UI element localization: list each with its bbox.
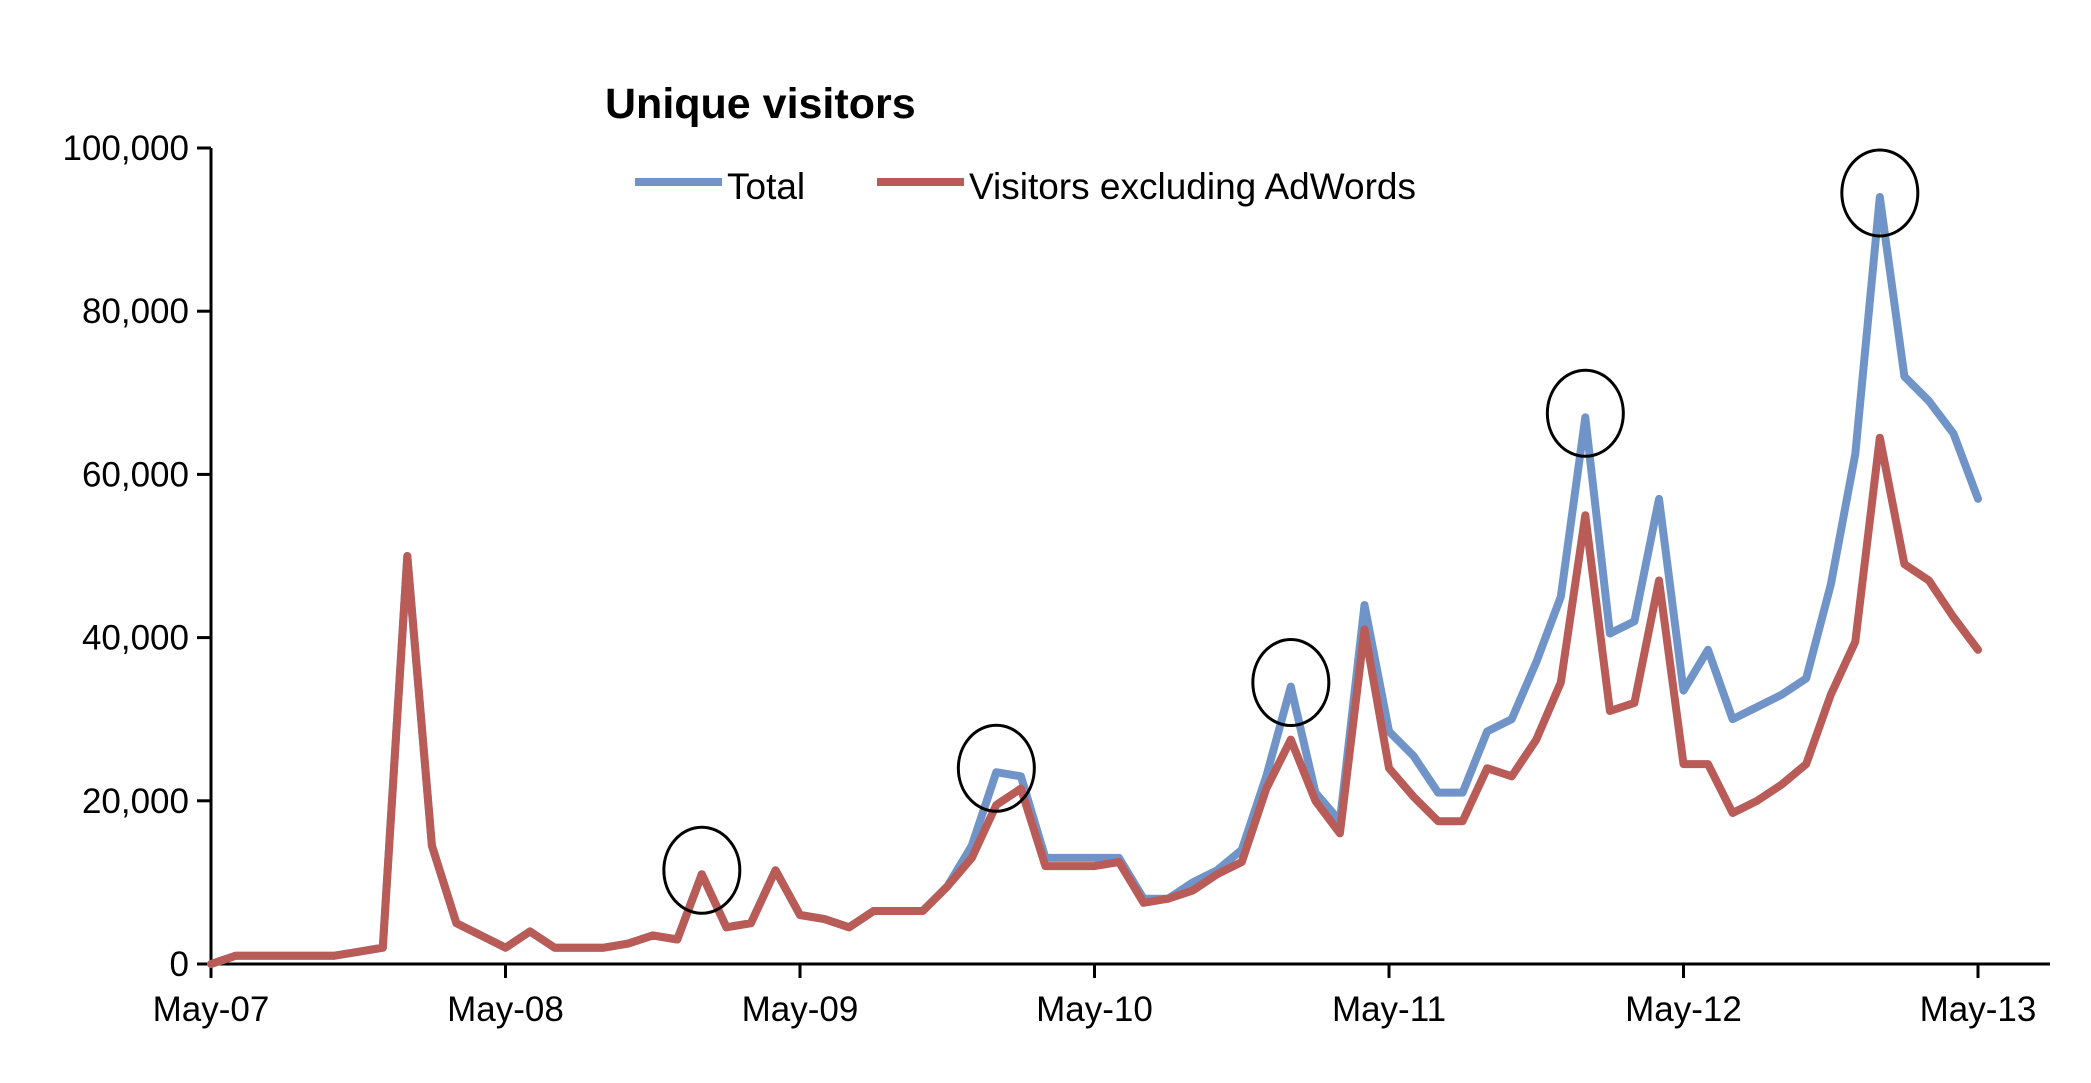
x-tick-label: May-07 bbox=[153, 990, 270, 1029]
legend-label-excluding-adwords: Visitors excluding AdWords bbox=[969, 166, 1416, 207]
y-tick-label: 80,000 bbox=[82, 292, 189, 331]
y-tick-label: 40,000 bbox=[82, 619, 189, 658]
y-tick-label: 20,000 bbox=[82, 782, 189, 821]
series-line-total bbox=[207, 193, 1982, 968]
x-tick-label: May-12 bbox=[1625, 990, 1742, 1029]
y-tick-label: 60,000 bbox=[82, 455, 189, 494]
x-tick-label: May-09 bbox=[742, 990, 859, 1029]
highlight-circle bbox=[662, 825, 742, 915]
x-tick-label: May-13 bbox=[1920, 990, 2037, 1029]
highlight-circle bbox=[956, 723, 1036, 813]
x-tick-label: May-11 bbox=[1332, 990, 1446, 1029]
series-line-excluding-adwords bbox=[207, 433, 1982, 968]
y-tick-label: 100,000 bbox=[62, 129, 189, 168]
chart-title: Unique visitors bbox=[605, 80, 916, 128]
x-tick-label: May-08 bbox=[447, 990, 564, 1029]
legend-label-total: Total bbox=[727, 166, 805, 207]
y-tick-label: 0 bbox=[170, 945, 189, 984]
highlight-circle bbox=[1840, 148, 1920, 238]
highlight-circle bbox=[1545, 368, 1625, 458]
x-tick-label: May-10 bbox=[1036, 990, 1153, 1029]
highlight-circle bbox=[1251, 638, 1331, 728]
legend: Total Visitors excluding AdWords bbox=[635, 166, 1416, 207]
